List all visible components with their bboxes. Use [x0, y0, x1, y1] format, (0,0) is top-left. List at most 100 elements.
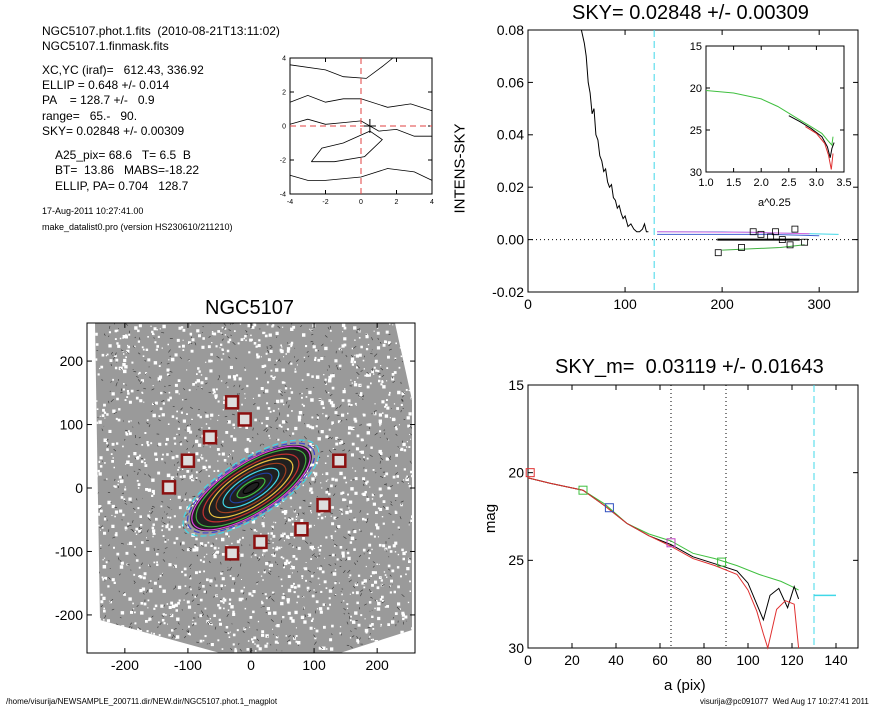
sky-xtick-label: 200	[710, 296, 734, 312]
isophote-ellipse	[229, 472, 273, 504]
contour-line	[289, 94, 433, 112]
contour-ytick-label: 4	[282, 55, 286, 62]
sky-xtick-label: 100	[613, 296, 637, 312]
center-coordinates: XC,YC (iraf)= 612.43, 336.92	[42, 63, 204, 77]
masked-source-box	[180, 453, 196, 468]
galaxy-xtick-label: 100	[302, 657, 326, 673]
sky-series-line	[722, 244, 805, 251]
ellipticity: ELLIP = 0.648 +/- 0.014	[42, 78, 170, 92]
isophote-ellipse	[186, 442, 316, 534]
sky-frame	[527, 29, 859, 293]
isophote-ellipse	[182, 439, 320, 537]
isophote-ellipse	[222, 467, 280, 509]
contour-ytick-label: -2	[280, 157, 286, 164]
contour-ytick-label: 0	[282, 123, 286, 130]
contour-ytick-label: 2	[282, 89, 286, 96]
galaxy-core-bg	[190, 444, 312, 532]
sky-xtick-label: 300	[807, 296, 831, 312]
mag-xtick-label: 20	[564, 652, 580, 668]
mag-marker	[604, 503, 614, 513]
mag-ytick-label: 30	[508, 640, 524, 656]
isophote-ellipse	[208, 457, 294, 519]
inset-bg	[706, 46, 844, 172]
galaxy-ytick-label: 100	[60, 416, 84, 432]
galaxy-xtick-label: -200	[111, 657, 139, 673]
contour-ytick-label: -4	[280, 191, 286, 198]
mag-frame	[527, 384, 859, 649]
inset-ytick-label: 15	[690, 41, 702, 53]
ellip-pa-info: ELLIP, PA= 0.704 128.7	[55, 179, 189, 193]
sky-ytick-label: -0.02	[492, 284, 524, 300]
footer-stamp: visurija@pc091077 Wed Aug 17 10:27:41 20…	[700, 697, 869, 706]
inset-xtick-label: 2.0	[754, 177, 769, 189]
contour-xtick-label: 0	[359, 199, 363, 206]
noise-specks	[95, 323, 412, 653]
mag-marker	[525, 468, 535, 478]
mag-xtick-label: 100	[736, 652, 760, 668]
mag-ytick-label: 20	[508, 465, 524, 481]
a25-info: A25_pix= 68.6 T= 6.5 B	[55, 148, 191, 162]
isophote-ellipse	[215, 462, 287, 514]
mag-marker	[578, 485, 588, 495]
mag-xtick-label: 60	[652, 652, 668, 668]
sky-series-line	[657, 231, 839, 235]
isophote-ellipse	[242, 481, 260, 495]
mag-ylabel: mag	[482, 503, 500, 534]
noise-strokes	[95, 323, 412, 653]
noise-field	[95, 323, 412, 653]
masked-source-box	[237, 412, 252, 427]
galaxy-ytick-label: -200	[55, 607, 83, 623]
mag-xlabel: a (pix)	[664, 677, 706, 694]
contour-line	[310, 130, 383, 163]
sky-marker	[786, 241, 794, 249]
contour-line	[289, 57, 394, 79]
mag-series-line	[527, 477, 800, 622]
contour-xtick-label: 2	[395, 199, 399, 206]
bt-mabs-info: BT= 13.86 MABS=-18.22	[55, 163, 200, 177]
sky-marker	[791, 225, 799, 233]
sky-marker	[714, 249, 722, 257]
sky-series-line	[657, 231, 810, 235]
sky-marker	[772, 228, 779, 236]
sky-marker	[778, 236, 786, 244]
inset-xtick-label: 1.0	[698, 177, 713, 189]
position-angle: PA = 128.7 +/- 0.9	[42, 93, 155, 107]
sky-ylabel: INTENS-SKY	[451, 123, 469, 214]
inset-ytick-label: 20	[690, 83, 702, 95]
mask-file-name: NGC5107.1.finmask.fits	[42, 39, 169, 53]
sky-marker	[749, 228, 757, 236]
inset-xtick-label: 3.0	[809, 177, 824, 189]
isophote-ellipse	[195, 448, 307, 528]
run-date: 17-Aug-2011 10:27:41.00	[42, 206, 144, 216]
inset-xtick-label: 2.5	[781, 177, 796, 189]
galaxy-xtick-label: 200	[365, 657, 389, 673]
inset-xtick-label: 3.5	[836, 177, 851, 189]
sky-ytick-label: 0.00	[497, 232, 524, 248]
masked-source-box	[294, 522, 309, 537]
mag-series-line	[527, 477, 799, 591]
inset-xtick-label: 1.5	[726, 177, 741, 189]
contour-line	[289, 118, 432, 137]
sky-ytick-label: 0.04	[497, 127, 524, 143]
mag-xtick-label: 0	[524, 652, 532, 668]
footer-path: /home/visurija/NEWSAMPLE_200711.dir/NEW.…	[6, 697, 278, 706]
file-name: NGC5107.phot.1.fits (2010-08-21T13:11:02…	[42, 24, 280, 38]
inset-frame	[705, 45, 845, 173]
sky-xtick-label: 0	[524, 296, 532, 312]
masked-source-box	[332, 453, 347, 468]
mag-series-line	[527, 477, 800, 650]
galaxy-xtick-label: -100	[174, 657, 202, 673]
masked-source-box	[202, 429, 218, 445]
sky-marker	[801, 238, 809, 246]
mag-xtick-label: 80	[696, 652, 712, 668]
contour-line	[289, 168, 433, 181]
isophote-ellipse	[236, 477, 266, 499]
mag-marker	[717, 557, 727, 567]
isophote-ellipse	[202, 453, 300, 523]
mag-ytick-label: 15	[508, 377, 524, 393]
sky-marker	[757, 230, 765, 238]
mag-xtick-label: 40	[608, 652, 624, 668]
galaxy-xtick-label: 0	[247, 657, 255, 673]
program-version: make_datalist0.pro (version HS230610/211…	[42, 222, 233, 232]
sky-value: SKY= 0.02848 +/- 0.00309	[42, 124, 185, 138]
